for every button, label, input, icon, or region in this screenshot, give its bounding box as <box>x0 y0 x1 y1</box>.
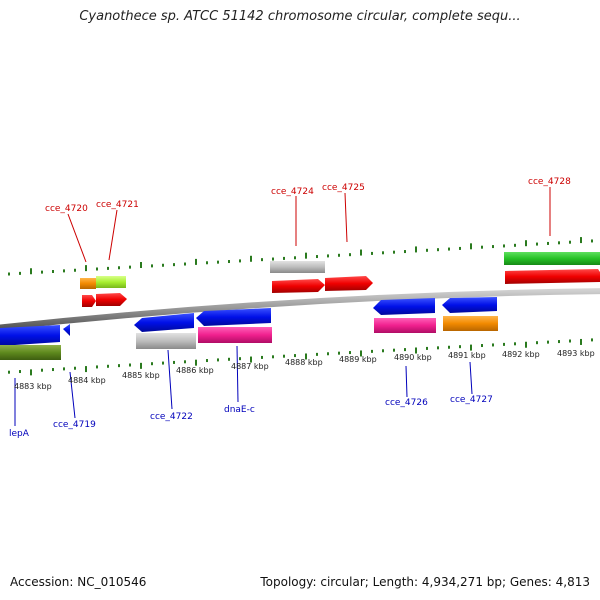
gene-label-cce_4725[interactable]: cce_4725 <box>322 183 365 193</box>
kbp-label: 4888 kbp <box>285 358 323 367</box>
kbp-label: 4884 kbp <box>68 376 106 385</box>
map-title: Cyanothece sp. ATCC 51142 chromosome cir… <box>79 9 521 24</box>
kbp-label: 4891 kbp <box>448 351 486 360</box>
gene-label-lepA[interactable]: lepA <box>9 429 30 439</box>
gene-label-cce_4722[interactable]: cce_4722 <box>150 412 193 422</box>
sequence-summary-text: Topology: circular; Length: 4,934,271 bp… <box>260 575 590 589</box>
leader-line-cce_4726 <box>405 365 408 398</box>
leader-line-cce_4725 <box>344 192 348 243</box>
gene-label-cce_4727[interactable]: cce_4727 <box>450 395 493 405</box>
leader-line-cce_4721 <box>108 209 118 261</box>
gene-cce_4720-part-a[interactable] <box>80 278 96 289</box>
kbp-label: 4892 kbp <box>502 350 540 359</box>
gene-cce_4720[interactable] <box>82 295 96 307</box>
gene-label-cce_4719[interactable]: cce_4719 <box>53 420 96 430</box>
gene-label-cce_4720[interactable]: cce_4720 <box>45 204 88 214</box>
bottom-tick-row <box>8 338 593 376</box>
leader-line-cce_4727 <box>469 361 473 395</box>
gene-cce_4721-part-a[interactable] <box>96 276 126 288</box>
gene-cce_4727[interactable] <box>442 297 497 313</box>
gene-label-cce_4726[interactable]: cce_4726 <box>385 398 428 408</box>
kbp-label: 4883 kbp <box>14 382 52 391</box>
gene-label-cce_4724[interactable]: cce_4724 <box>271 187 314 197</box>
leader-line-dnaE-c <box>236 345 239 403</box>
gene-dnaE-c[interactable] <box>196 308 271 326</box>
gene-cce_4724[interactable] <box>272 279 325 293</box>
kbp-label: 4887 kbp <box>231 362 269 371</box>
leader-line-cce_4720 <box>67 213 87 263</box>
gene-cce_4726-part-b[interactable] <box>374 318 436 333</box>
chromosome-backbone <box>0 288 600 331</box>
kbp-label: 4885 kbp <box>122 371 160 380</box>
accession-text: Accession: NC_010546 <box>10 575 147 589</box>
gene-cce_4722[interactable] <box>134 313 194 332</box>
gene-cce_4725[interactable] <box>325 276 373 291</box>
gene-lepA[interactable] <box>0 324 70 346</box>
top-tick-row <box>8 237 593 276</box>
gene-cce_4728-part-a[interactable] <box>504 252 600 265</box>
kbp-label: 4889 kbp <box>339 355 377 364</box>
gene-cce_4724-part-a[interactable] <box>270 261 325 273</box>
gene-cce_4722-part-b[interactable] <box>136 333 196 349</box>
gene-cce_4721[interactable] <box>96 293 127 306</box>
gene-dnaE-c-part-b[interactable] <box>198 327 272 343</box>
gene-cce_4727-part-b[interactable] <box>443 316 498 331</box>
gene-label-dnaE-c[interactable]: dnaE-c <box>224 405 255 415</box>
kbp-label: 4893 kbp <box>557 349 595 358</box>
gene-label-cce_4721[interactable]: cce_4721 <box>96 200 139 210</box>
gene-lepA-part-b[interactable] <box>0 345 61 360</box>
gene-cce_4726[interactable] <box>373 298 435 315</box>
kbp-label: 4886 kbp <box>176 366 214 375</box>
leader-line-cce_4719 <box>69 371 76 419</box>
kbp-label: 4890 kbp <box>394 353 432 362</box>
gene-cce_4728[interactable] <box>505 269 600 284</box>
gene-label-cce_4728[interactable]: cce_4728 <box>528 177 571 187</box>
leader-line-cce_4722 <box>167 349 173 410</box>
